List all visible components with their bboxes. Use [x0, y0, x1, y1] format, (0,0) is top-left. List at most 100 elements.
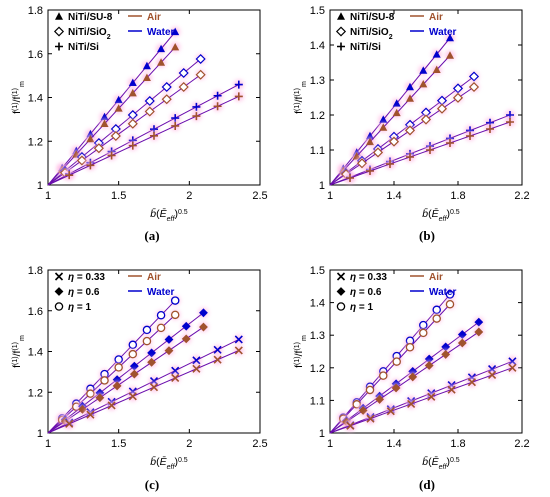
data-point-marker	[195, 53, 206, 65]
data-point-marker	[100, 112, 109, 121]
legend-label: η = 0.6	[350, 287, 382, 298]
data-point-marker	[392, 108, 401, 117]
x-axis-label: b̄(Ēeff)0.5	[422, 207, 459, 222]
legend-label: NiTi/Si	[68, 42, 99, 53]
legend: η = 0.33 η = 0.6 η = 1 Air Water	[54, 272, 175, 313]
y-tick-label: 1.4	[310, 40, 325, 52]
x-tick-label: 2.5	[252, 438, 267, 450]
legend: η = 0.33 η = 0.6 η = 1 Air Water	[336, 272, 457, 313]
data-point-marker	[457, 338, 467, 348]
x-tick-label: 2	[186, 190, 192, 202]
data-point-marker	[164, 335, 174, 344]
legend-marker-plus	[337, 42, 345, 51]
data-point-marker	[372, 147, 384, 158]
data-point-marker	[192, 364, 201, 373]
x-tick-label: 2.5	[252, 190, 267, 202]
y-axis-label: f(1)/f(1)m	[293, 335, 308, 368]
y-axis-label: f(1)/f(1)m	[293, 81, 308, 114]
data-point-marker	[346, 421, 355, 430]
series-fit-line	[329, 86, 475, 186]
series-fit-line	[329, 294, 451, 434]
legend-label-water: Water	[147, 287, 175, 298]
y-tick-label: 1	[37, 428, 43, 440]
data-point-marker	[149, 383, 159, 392]
data-point-marker	[86, 389, 95, 398]
data-point-marker	[445, 299, 455, 309]
y-tick-label: 1.4	[28, 347, 43, 359]
y-tick-label: 1.6	[28, 49, 43, 61]
series-diamond-air	[47, 69, 206, 186]
data-point-marker	[142, 61, 151, 70]
data-point-marker	[405, 343, 415, 352]
series-cross-water	[47, 334, 244, 434]
data-point-marker	[407, 399, 416, 409]
series-fit-line	[329, 321, 480, 434]
y-tick-label: 1.6	[28, 306, 43, 318]
y-tick-label: 1.5	[310, 265, 325, 277]
data-point-marker	[170, 310, 180, 320]
series-fit-line	[329, 114, 511, 186]
legend-marker-cross	[54, 272, 64, 281]
data-point-marker	[213, 102, 222, 111]
data-point-marker	[392, 357, 401, 366]
data-point-marker	[432, 305, 441, 315]
x-axis-label: b̄(Ēeff)0.5	[150, 455, 187, 470]
series-triangle-air	[47, 42, 181, 186]
legend-label: η = 1	[68, 302, 92, 313]
y-tick-label: 1.3	[310, 330, 325, 342]
data-point-marker	[419, 80, 428, 88]
series-fit-line	[329, 303, 451, 434]
legend-marker-diamond-filled	[336, 287, 346, 296]
data-point-marker	[129, 369, 139, 379]
data-point-marker	[508, 363, 517, 372]
data-point-marker	[128, 141, 137, 150]
series-cross-air	[47, 345, 244, 434]
data-point-marker	[446, 33, 454, 42]
data-point-marker	[128, 340, 138, 350]
data-point-marker	[157, 44, 166, 53]
y-tick-label: 1.8	[28, 265, 43, 277]
data-point-marker	[213, 91, 222, 100]
data-point-marker	[392, 99, 401, 107]
data-point-marker	[170, 296, 180, 305]
series-fit-line	[47, 31, 176, 186]
data-point-marker	[192, 112, 201, 121]
legend-label-air: Air	[147, 12, 161, 23]
data-point-marker	[447, 385, 456, 394]
legend-marker-diamond	[335, 26, 347, 37]
x-tick-label: 1.4	[386, 190, 401, 202]
data-point-marker	[466, 132, 474, 140]
data-point-marker	[467, 378, 476, 387]
legend-marker-triangle	[337, 12, 345, 20]
y-tick-label: 1.2	[310, 110, 325, 122]
series-diamond-filled-water	[47, 307, 209, 434]
data-point-marker	[76, 155, 87, 166]
panel-caption: (d)	[419, 477, 435, 492]
legend-label: NiTi/SiO2	[68, 27, 111, 41]
data-point-marker	[474, 327, 484, 337]
data-point-marker	[171, 114, 180, 123]
data-point-marker	[86, 410, 95, 419]
panel-caption: (c)	[145, 477, 159, 492]
data-point-marker	[446, 51, 454, 59]
series-fit-line	[47, 350, 239, 434]
data-point-marker	[161, 94, 172, 105]
data-point-marker	[488, 370, 497, 380]
series-fit-line	[47, 339, 240, 434]
data-point-marker	[486, 125, 494, 133]
legend-marker-circle	[336, 302, 346, 311]
x-tick-label: 2.2	[514, 190, 529, 202]
data-point-marker	[192, 102, 201, 111]
x-tick-label: 1.5	[111, 190, 126, 202]
chart-panel-c: 1 1.5 2 2.5 1 1.2 1.4 1.6 1.8 f(1)/f(1)m b̄(Ēeff)0…	[11, 265, 268, 492]
series-cross-water	[329, 356, 518, 434]
x-tick-label: 1	[45, 438, 51, 450]
legend-label-water: Water	[429, 27, 457, 38]
data-point-marker	[379, 115, 388, 123]
x-tick-label: 2	[186, 438, 192, 450]
data-point-marker	[420, 114, 432, 125]
legend-label: NiTi/SU-8	[350, 12, 395, 23]
series-plus-water	[47, 79, 244, 186]
y-tick-label: 1.1	[310, 395, 325, 407]
